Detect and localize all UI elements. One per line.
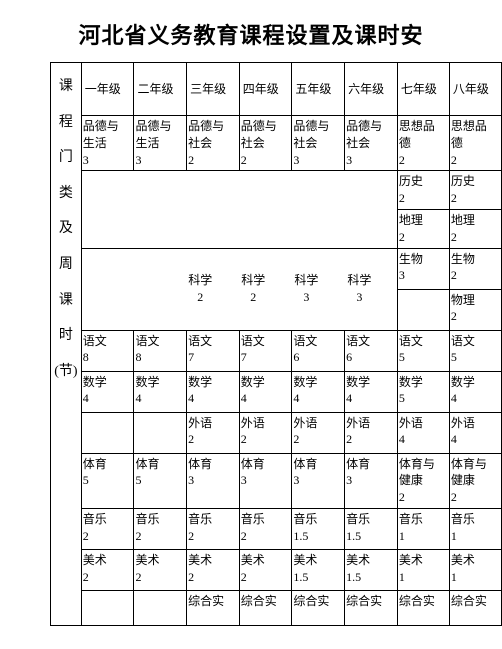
cell: 综合实	[345, 590, 398, 625]
cell: 音乐2	[81, 508, 134, 549]
col-header: 五年级	[292, 63, 345, 116]
cell: 语文8	[81, 330, 134, 371]
cell: 美术1.5	[292, 549, 345, 590]
blank-cell	[81, 171, 397, 248]
cell: 体育3	[239, 453, 292, 508]
cell: 数学5	[397, 371, 449, 412]
cell: 数学4	[345, 371, 398, 412]
cell: 美术2	[81, 549, 134, 590]
cell: 语文5	[449, 330, 501, 371]
cell: 外语4	[449, 412, 501, 453]
col-header: 二年级	[134, 63, 187, 116]
cell: 外语2	[187, 412, 240, 453]
col-header: 一年级	[81, 63, 134, 116]
cell: 综合实	[397, 590, 449, 625]
cell: 品德与生活3	[81, 116, 134, 171]
cell: 语文7	[187, 330, 240, 371]
cell: 音乐2	[239, 508, 292, 549]
cell: 品德与生活3	[134, 116, 187, 171]
cell	[134, 590, 187, 625]
cell: 外语2	[239, 412, 292, 453]
cell: 历史2	[397, 171, 449, 210]
cell: 体育与健康2	[449, 453, 501, 508]
cell: 语文7	[239, 330, 292, 371]
cell: 外语2	[345, 412, 398, 453]
cell: 生物2	[449, 248, 501, 289]
cell: 综合实	[187, 590, 240, 625]
cell	[81, 412, 134, 453]
cell	[134, 412, 187, 453]
vertical-label: 课 程 门 类 及 周 课 时 (节)	[51, 63, 82, 626]
cell: 体育5	[134, 453, 187, 508]
page-title: 河北省义务教育课程设置及课时安	[0, 0, 502, 62]
cell: 生物3	[397, 248, 449, 289]
cell	[81, 590, 134, 625]
cell: 音乐1.5	[345, 508, 398, 549]
col-header: 八年级	[449, 63, 501, 116]
cell: 地理2	[449, 209, 501, 248]
cell: 综合实	[449, 590, 501, 625]
col-header: 四年级	[239, 63, 292, 116]
cell: 语文6	[292, 330, 345, 371]
cell: 音乐1	[449, 508, 501, 549]
cell: 美术2	[239, 549, 292, 590]
cell: 品德与社会3	[292, 116, 345, 171]
science-block: 科学2 科学2 科学3 科学3	[81, 248, 397, 330]
cell: 品德与社会2	[187, 116, 240, 171]
cell: 数学4	[81, 371, 134, 412]
cell: 地理2	[397, 209, 449, 248]
cell: 品德与社会2	[239, 116, 292, 171]
cell: 数学4	[187, 371, 240, 412]
cell: 音乐2	[187, 508, 240, 549]
cell: 体育与健康2	[397, 453, 449, 508]
col-header: 三年级	[187, 63, 240, 116]
cell: 思想品德2	[397, 116, 449, 171]
col-header: 七年级	[397, 63, 449, 116]
cell: 音乐1.5	[292, 508, 345, 549]
cell: 语文6	[345, 330, 398, 371]
col-header: 六年级	[345, 63, 398, 116]
cell: 美术1	[397, 549, 449, 590]
cell: 音乐1	[397, 508, 449, 549]
cell: 思想品德2	[449, 116, 501, 171]
cell: 语文5	[397, 330, 449, 371]
cell: 品德与社会3	[345, 116, 398, 171]
cell: 外语2	[292, 412, 345, 453]
blank-cell	[397, 289, 449, 330]
cell: 数学4	[449, 371, 501, 412]
cell: 数学4	[134, 371, 187, 412]
cell: 音乐2	[134, 508, 187, 549]
cell: 美术2	[187, 549, 240, 590]
cell: 体育5	[81, 453, 134, 508]
cell: 体育3	[292, 453, 345, 508]
cell: 体育3	[187, 453, 240, 508]
cell: 综合实	[239, 590, 292, 625]
cell: 历史2	[449, 171, 501, 210]
cell: 外语4	[397, 412, 449, 453]
cell: 美术1	[449, 549, 501, 590]
cell: 语文8	[134, 330, 187, 371]
cell: 数学4	[292, 371, 345, 412]
cell: 物理2	[449, 289, 501, 330]
cell: 体育3	[345, 453, 398, 508]
cell: 美术1.5	[345, 549, 398, 590]
cell: 美术2	[134, 549, 187, 590]
cell: 数学4	[239, 371, 292, 412]
curriculum-table: 课 程 门 类 及 周 课 时 (节) 一年级 二年级 三年级 四年级 五年级 …	[50, 62, 502, 626]
cell: 综合实	[292, 590, 345, 625]
